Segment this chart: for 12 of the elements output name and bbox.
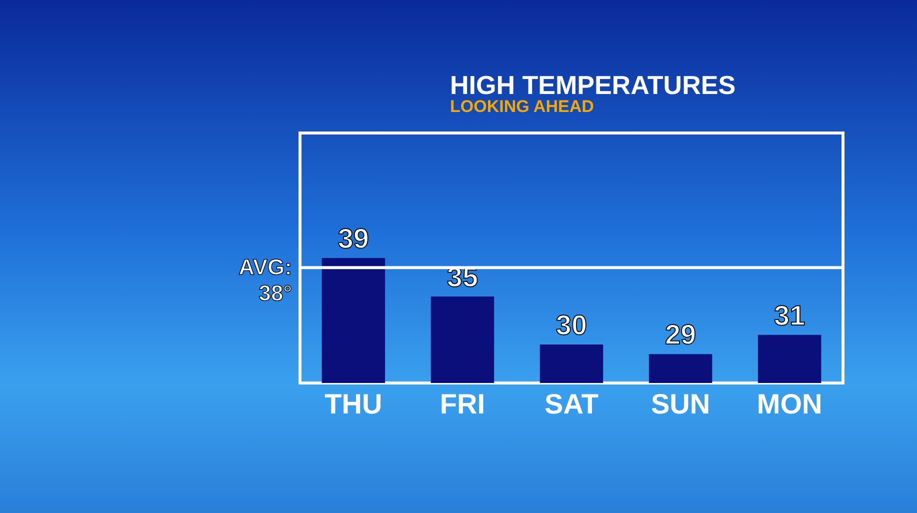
data-label: 39 [338, 223, 370, 254]
data-label: 30 [556, 310, 588, 341]
chart-title: HIGH TEMPERATURES [450, 70, 736, 100]
data-label: 31 [774, 300, 806, 331]
x-tick-label: FRI [440, 388, 486, 420]
x-tick-label: MON [756, 388, 822, 420]
x-tick-label: THU [324, 388, 382, 420]
x-tick-label: SUN [650, 388, 710, 420]
x-tick-label: SAT [544, 388, 598, 420]
data-label: 29 [664, 319, 696, 350]
ref-line-label: AVG: 38° [238, 254, 292, 306]
chart-subtitle: LOOKING AHEAD [450, 97, 594, 116]
